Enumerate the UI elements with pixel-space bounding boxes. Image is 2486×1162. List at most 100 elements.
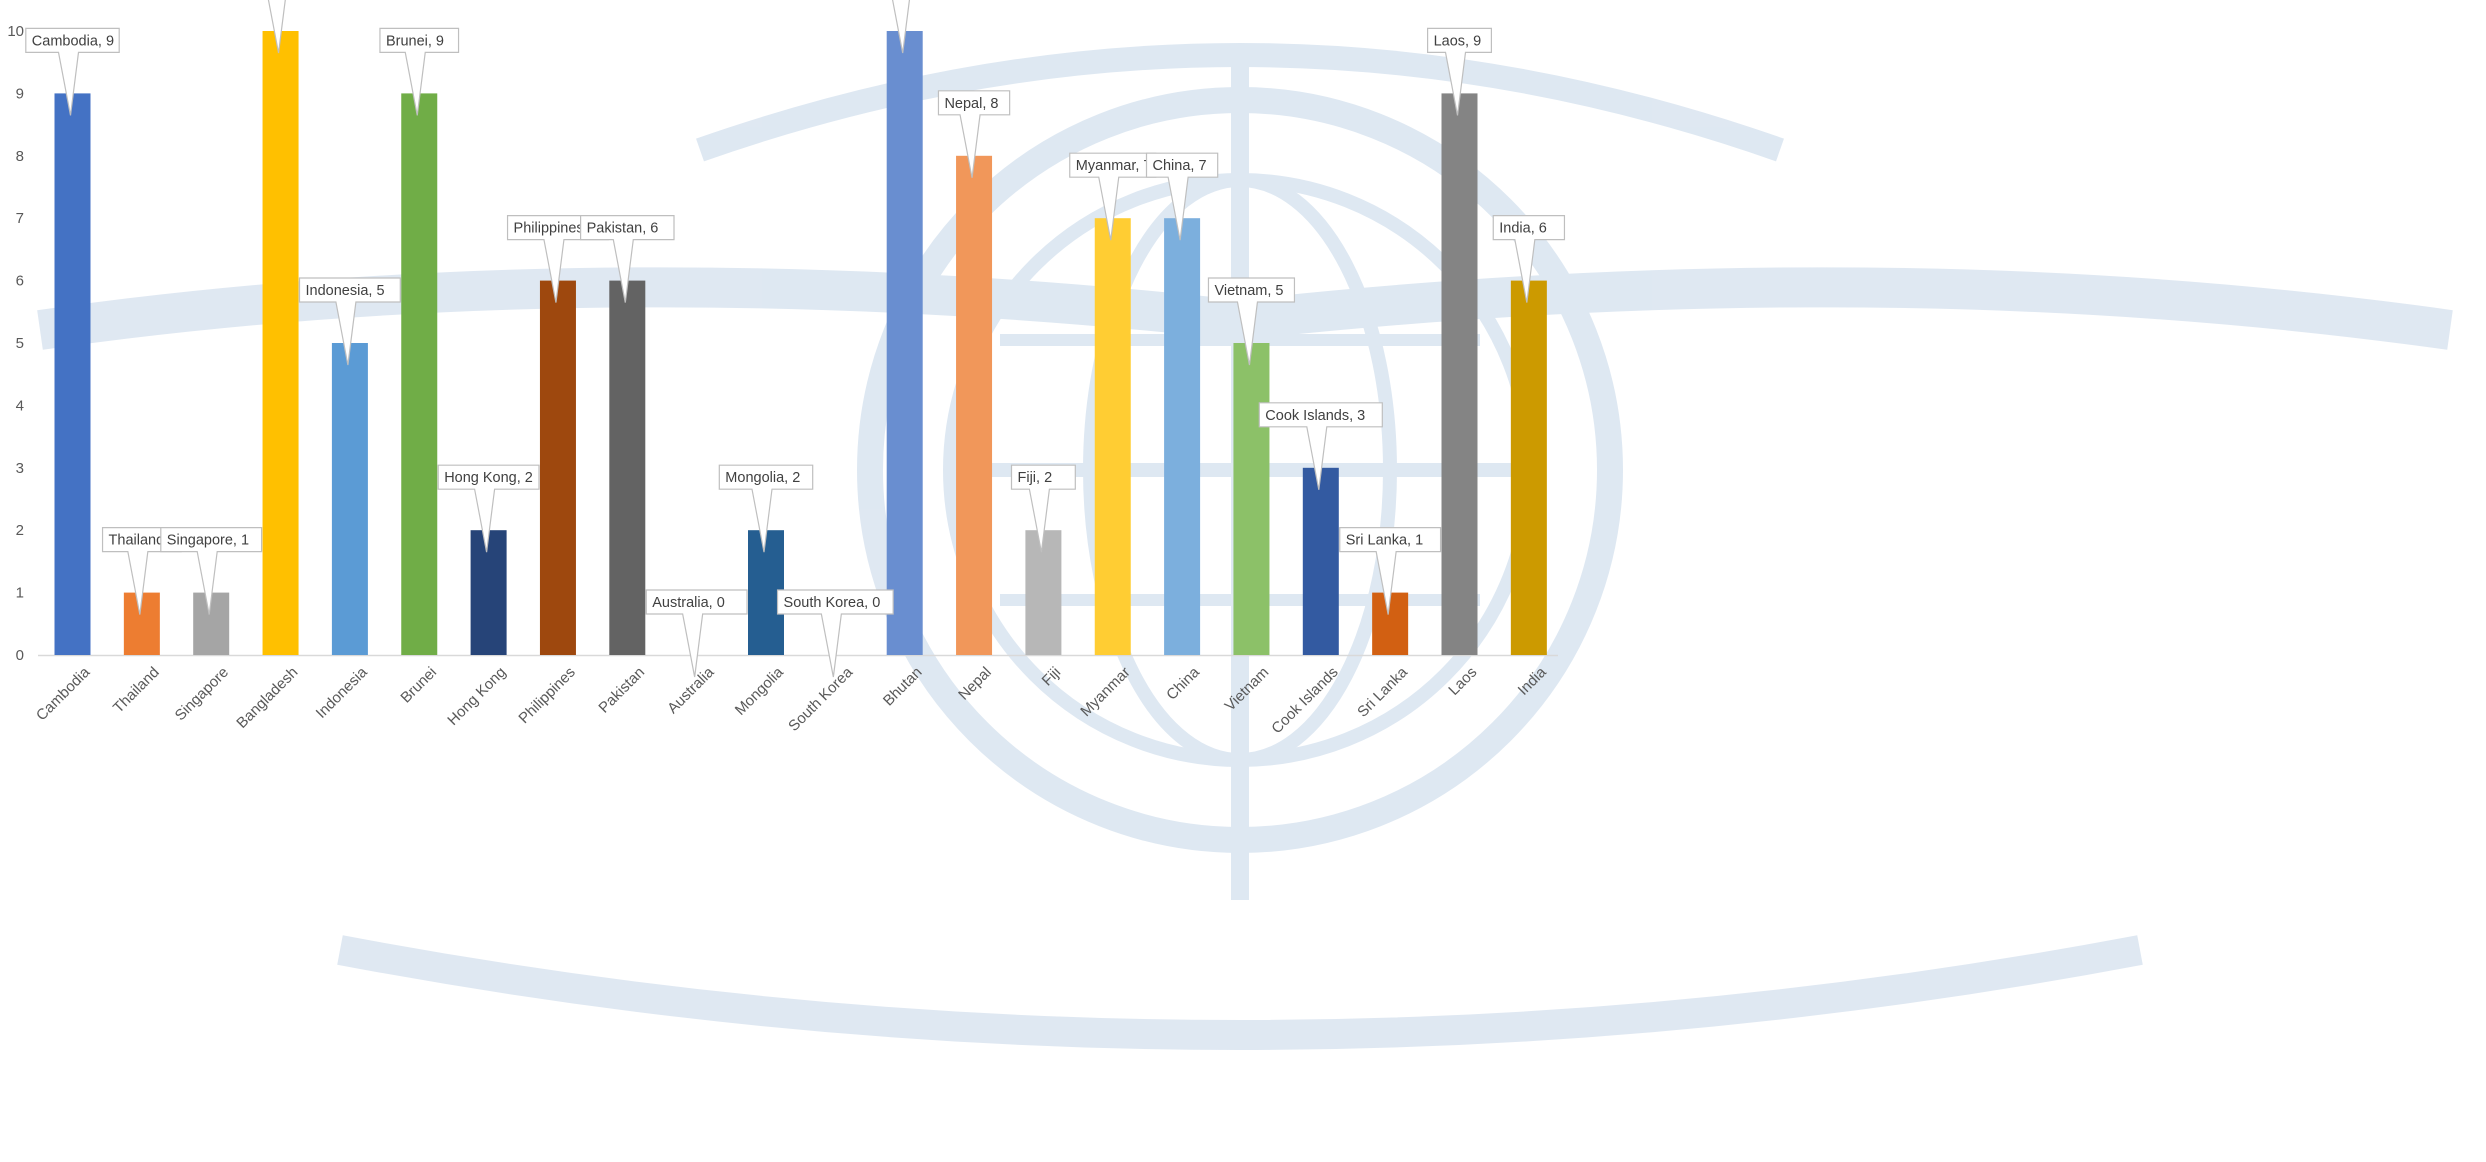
callout-box (776, 589, 894, 678)
callout-box (379, 27, 460, 116)
bars-group (54, 31, 1547, 656)
bar (1094, 218, 1131, 655)
bar (886, 31, 923, 655)
y-tick-label: 1 (16, 585, 24, 602)
callout-box (267, 0, 286, 54)
callout-box (645, 589, 748, 678)
data-label-text: Cambodia, 9 (32, 33, 114, 49)
data-label-text: Indonesia, 5 (306, 283, 385, 299)
data-label-callout: Brunei, 9 (379, 27, 460, 116)
data-label-callout: Nepal, 8 (937, 90, 1011, 178)
data-label-text: Australia, 0 (652, 595, 725, 611)
data-label-callout: Sri Lanka, 1 (1339, 527, 1442, 615)
bar (470, 530, 507, 655)
x-tick-label: South Korea (785, 663, 856, 734)
data-label-callout: Cambodia, 9 (25, 27, 120, 116)
x-tick-label: Pakistan (595, 664, 648, 717)
callout-box (160, 527, 263, 615)
data-label-callout: Cook Islands, 3 (1258, 402, 1383, 490)
bar (1302, 467, 1339, 655)
data-label-text: Nepal, 8 (944, 96, 998, 112)
x-tick-label: Brunei (397, 664, 440, 707)
x-tick-label: Bangladesh (233, 664, 301, 732)
data-label-text: Sri Lanka, 1 (1346, 533, 1423, 549)
x-tick-label: Philippines (515, 664, 578, 727)
x-tick-label: Nepal (955, 664, 995, 704)
callout-box (718, 464, 814, 553)
callout-box (580, 215, 675, 303)
y-tick-label: 3 (16, 460, 24, 477)
data-label-callout: Mongolia, 2 (718, 464, 814, 553)
y-tick-label: 5 (16, 335, 24, 352)
x-tick-label: China (1163, 663, 1203, 703)
y-tick-label: 8 (16, 148, 24, 165)
x-tick-label: Australia (664, 663, 718, 717)
callout-box (891, 0, 911, 54)
bar (262, 31, 299, 655)
data-label-text: Laos, 9 (1434, 33, 1482, 49)
x-tick-label: Cambodia (33, 663, 94, 724)
y-tick-label: 0 (16, 647, 24, 664)
data-label-text: Mongolia, 2 (725, 470, 800, 486)
bar (1164, 218, 1201, 655)
callout-box (298, 277, 401, 366)
data-label-callout: Bangladesh, 10 (267, 0, 286, 54)
data-label-text: Fiji, 2 (1018, 470, 1053, 486)
data-label-callout: Pakistan, 6 (580, 215, 675, 303)
bar (54, 93, 91, 655)
bar (401, 93, 438, 655)
y-tick-label: 6 (16, 273, 24, 290)
x-tick-label: Singapore (172, 664, 232, 724)
bar (539, 280, 576, 655)
data-label-callout: Hong Kong, 2 (437, 464, 540, 553)
x-tick-label: Thailand (110, 664, 163, 717)
data-label-callout: Myanmar, 7 (1069, 152, 1157, 241)
data-label-callout: Australia, 0 (645, 589, 748, 678)
data-label-text: Thailand, (109, 533, 169, 549)
y-tick-label: 9 (16, 85, 24, 102)
data-label-callout: Vietnam, 5 (1207, 277, 1296, 366)
y-tick-label: 10 (7, 23, 24, 40)
y-tick-label: 2 (16, 522, 24, 539)
callout-box (1207, 277, 1296, 366)
callout-box (1010, 464, 1076, 553)
data-label-text: Myanmar, 7 (1076, 158, 1152, 174)
callout-box (937, 90, 1011, 178)
bar (1510, 280, 1547, 655)
callout-box (1258, 402, 1383, 490)
x-tick-label: Mongolia (732, 663, 788, 719)
x-axis-labels: Cambodia Thailand Singapore Bangladesh Indon… (33, 663, 1550, 737)
bar (1025, 530, 1062, 655)
data-label-callout: Fiji, 2 (1010, 464, 1076, 553)
data-label-text: China, 7 (1153, 158, 1207, 174)
callout-box (437, 464, 540, 553)
x-tick-label: Myanmar (1077, 664, 1133, 720)
callout-box (1492, 215, 1566, 303)
callout-box (1145, 152, 1219, 241)
x-tick-label: Indonesia (313, 663, 371, 721)
data-label-callout: Bhutan, 10 (891, 0, 911, 54)
callout-box (1427, 27, 1492, 116)
y-tick-label: 4 (16, 397, 24, 414)
data-label-text: Cook Islands, 3 (1265, 408, 1365, 424)
bar (331, 343, 368, 655)
data-label-text: Pakistan, 6 (587, 221, 659, 237)
bar (956, 155, 993, 656)
data-label-text: Hong Kong, 2 (444, 470, 533, 486)
data-label-callout: Singapore, 1 (160, 527, 263, 615)
data-label-callout: Indonesia, 5 (298, 277, 401, 366)
data-label-text: Singapore, 1 (167, 533, 249, 549)
data-label-text: South Korea, 0 (784, 595, 881, 611)
data-label-callout: South Korea, 0 (776, 589, 894, 678)
data-label-callout: India, 6 (1492, 215, 1566, 303)
callout-box (1339, 527, 1442, 615)
data-labels-group: Cambodia, 9 Thailand,Singapore, 1 Banglade… (25, 0, 1566, 678)
data-label-text: India, 6 (1499, 221, 1547, 237)
data-label-callout: China, 7 (1145, 152, 1219, 241)
x-tick-label: Bhutan (880, 664, 926, 710)
data-label-text: Vietnam, 5 (1214, 283, 1283, 299)
bar (1441, 93, 1478, 655)
data-label-callout: Laos, 9 (1427, 27, 1492, 116)
